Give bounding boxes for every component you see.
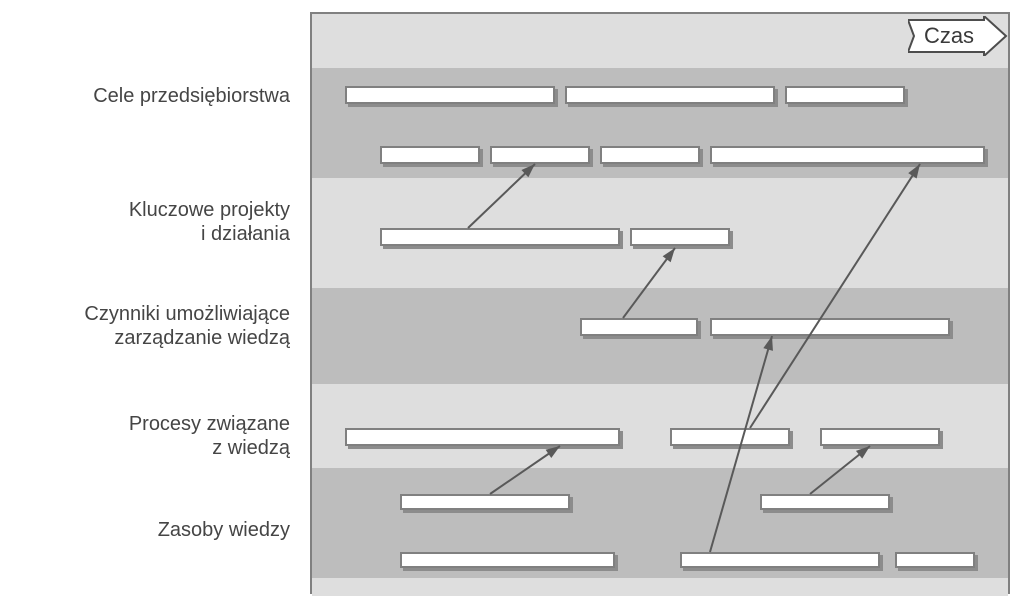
band-0 [312, 14, 1008, 68]
row-label-1: Kluczowe projektyi działania [30, 198, 290, 246]
row-label-2: Czynniki umożliwiającezarządzanie wiedzą [30, 302, 290, 350]
bar-17 [680, 552, 880, 568]
bar-7 [380, 228, 620, 246]
band-6 [312, 578, 1008, 596]
bar-8 [630, 228, 730, 246]
bar-18 [895, 552, 975, 568]
bar-12 [670, 428, 790, 446]
bar-2 [785, 86, 905, 104]
bar-10 [710, 318, 950, 336]
bar-0 [345, 86, 555, 104]
bar-13 [820, 428, 940, 446]
bar-1 [565, 86, 775, 104]
bar-9 [580, 318, 698, 336]
bar-11 [345, 428, 620, 446]
bar-6 [710, 146, 985, 164]
time-arrow-label: Czas [916, 23, 982, 49]
row-label-3: Procesy związanez wiedzą [30, 412, 290, 460]
bar-14 [400, 494, 570, 510]
bar-16 [400, 552, 615, 568]
bar-4 [490, 146, 590, 164]
bar-3 [380, 146, 480, 164]
row-label-0: Cele przedsiębiorstwa [30, 84, 290, 108]
bar-15 [760, 494, 890, 510]
band-4 [312, 384, 1008, 468]
bar-5 [600, 146, 700, 164]
row-label-4: Zasoby wiedzy [30, 518, 290, 542]
time-arrow: Czas [908, 16, 1008, 56]
